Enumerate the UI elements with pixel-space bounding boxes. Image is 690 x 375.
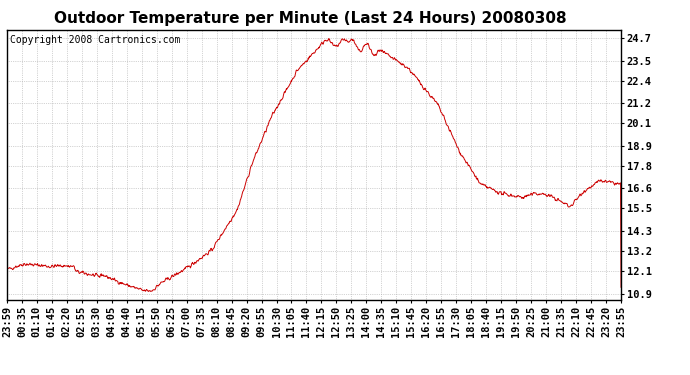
Text: Outdoor Temperature per Minute (Last 24 Hours) 20080308: Outdoor Temperature per Minute (Last 24 … xyxy=(55,11,566,26)
Text: Copyright 2008 Cartronics.com: Copyright 2008 Cartronics.com xyxy=(10,35,180,45)
